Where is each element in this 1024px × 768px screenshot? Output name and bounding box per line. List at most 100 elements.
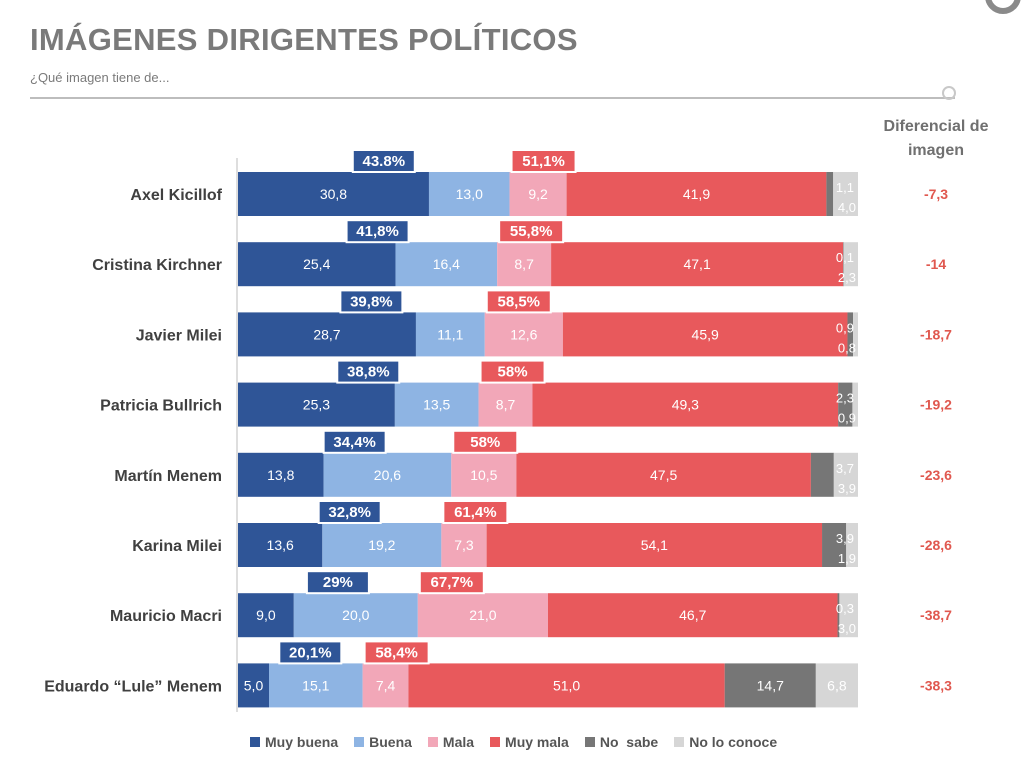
legend-item-no-lo-conoce: No lo conoce — [674, 734, 777, 750]
positive-total-box — [351, 149, 416, 173]
data-label-no-sabe: 1,1 — [836, 180, 854, 195]
legend-item-buena: Buena — [354, 734, 412, 750]
negative-total-label: 51,1% — [522, 153, 565, 170]
positive-total-label: 32,8% — [328, 504, 371, 521]
data-label-no-sabe: 0,9 — [836, 320, 854, 335]
bar-segment-muy-buena — [238, 312, 416, 357]
data-label-buena: 16,4 — [433, 256, 460, 272]
bar-segment-muy-mala — [551, 242, 844, 287]
data-label-muy-mala: 45,9 — [692, 326, 719, 342]
bar-segment-muy-buena — [238, 452, 324, 497]
data-label-no-sabe: 3,9 — [836, 531, 854, 546]
bar-segment-muy-mala — [562, 312, 848, 357]
positive-total-label: 29% — [323, 574, 353, 591]
positive-total-box — [322, 429, 387, 454]
data-label-mala: 21,0 — [469, 607, 496, 623]
data-label-muy-mala: 54,1 — [641, 537, 668, 553]
category-label: Axel Kicillof — [130, 187, 222, 204]
data-label-muy-mala: 51,0 — [553, 677, 580, 693]
data-label-no-lo-conoce: 0,8 — [838, 340, 856, 355]
chart-title: IMÁGENES DIRIGENTES POLÍTICOS — [30, 22, 578, 57]
data-label-no-sabe: 2,3 — [836, 391, 854, 406]
differential-value: -7,3 — [924, 186, 948, 202]
data-label-no-sabe: 0,1 — [836, 250, 854, 265]
data-label-muy-buena: 25,4 — [303, 256, 330, 272]
chart-subtitle: ¿Qué imagen tiene de... — [30, 70, 170, 85]
negative-total-box — [485, 289, 552, 314]
negative-total-box — [442, 500, 509, 524]
positive-total-box — [317, 500, 382, 524]
bar-segment-no-sabe — [724, 663, 816, 708]
negative-total-label: 58% — [498, 364, 528, 381]
data-label-no-lo-conoce: 3,0 — [838, 621, 856, 636]
positive-total-label: 39,8% — [350, 293, 393, 310]
legend-swatch — [427, 737, 438, 747]
legend-label: No lo conoce — [689, 734, 778, 750]
differential-value: -23,6 — [920, 467, 952, 483]
legend-label: Mala — [442, 734, 475, 750]
bar-segment-buena — [394, 382, 479, 427]
differential-value: -38,7 — [920, 607, 952, 623]
differential-value: -28,6 — [920, 537, 952, 553]
data-label-muy-buena: 30,8 — [320, 186, 347, 202]
data-label-muy-buena: 5,0 — [244, 677, 264, 693]
bar-segment-buena — [395, 242, 498, 287]
legend-item-muy-buena: Muy buena — [250, 734, 338, 750]
bar-segment-muy-buena — [238, 172, 429, 216]
positive-total-box — [336, 359, 401, 384]
bar-segment-mala — [497, 242, 552, 287]
bar-segment-no-lo-conoce — [839, 593, 858, 638]
data-label-muy-buena: 13,6 — [267, 537, 294, 553]
category-label: Eduardo “Lule” Menem — [44, 678, 222, 695]
negative-total-label: 55,8% — [510, 223, 553, 240]
bar-segment-muy-mala — [548, 593, 838, 638]
bar-segment-no-lo-conoce — [852, 382, 858, 427]
bar-segment-muy-mala — [516, 452, 811, 497]
bar-segment-muy-buena — [238, 593, 294, 638]
bar-segment-buena — [322, 523, 442, 567]
data-label-muy-mala: 49,3 — [672, 397, 699, 413]
bar-segment-mala — [417, 593, 548, 638]
negative-total-label: 58% — [470, 434, 500, 451]
bar-segment-no-lo-conoce — [815, 663, 858, 708]
bar-segment-no-sabe — [847, 312, 854, 357]
legend-swatch — [354, 737, 365, 747]
negative-total-label: 67,7% — [431, 574, 474, 591]
positive-total-label: 34,4% — [333, 434, 376, 451]
data-label-no-lo-conoce: 1,9 — [838, 551, 856, 566]
data-label-muy-mala: 47,1 — [683, 256, 710, 272]
bar-segment-no-sabe — [838, 382, 853, 427]
bar-segment-no-sabe — [810, 452, 834, 497]
bar-segment-mala — [441, 523, 487, 567]
data-label-mala: 9,2 — [528, 186, 548, 202]
data-label-muy-mala: 46,7 — [679, 607, 706, 623]
bar-segment-muy-mala — [566, 172, 827, 216]
negative-total-box — [510, 149, 577, 173]
data-label-mala: 7,4 — [376, 677, 396, 693]
data-label-buena: 13,0 — [456, 186, 483, 202]
differential-value: -18,7 — [920, 326, 952, 342]
bar-segment-mala — [362, 663, 409, 708]
data-label-muy-buena: 13,8 — [267, 467, 294, 483]
positive-total-box — [345, 219, 410, 244]
positive-total-box — [278, 640, 343, 665]
title-divider — [30, 97, 955, 99]
bar-segment-muy-buena — [238, 663, 269, 708]
negative-total-label: 61,4% — [454, 504, 497, 521]
bar-segment-no-lo-conoce — [833, 172, 858, 216]
legend-swatch — [250, 737, 260, 747]
bar-segment-no-lo-conoce — [833, 452, 858, 497]
legend-swatch — [674, 737, 685, 747]
data-label-no-lo-conoce: 4,0 — [838, 200, 856, 215]
positive-total-box — [339, 289, 404, 314]
data-label-mala: 10,5 — [470, 467, 497, 483]
differential-value: -14 — [926, 256, 946, 272]
divider-end-icon — [942, 86, 956, 100]
legend-item-muy-mala: Muy mala — [490, 734, 569, 750]
negative-total-box — [418, 570, 485, 595]
bar-segment-muy-buena — [238, 382, 395, 427]
data-label-muy-mala: 41,9 — [683, 186, 710, 202]
bar-segment-no-lo-conoce — [846, 523, 858, 567]
data-label-muy-buena: 9,0 — [256, 607, 276, 623]
bar-segment-muy-buena — [238, 242, 396, 287]
